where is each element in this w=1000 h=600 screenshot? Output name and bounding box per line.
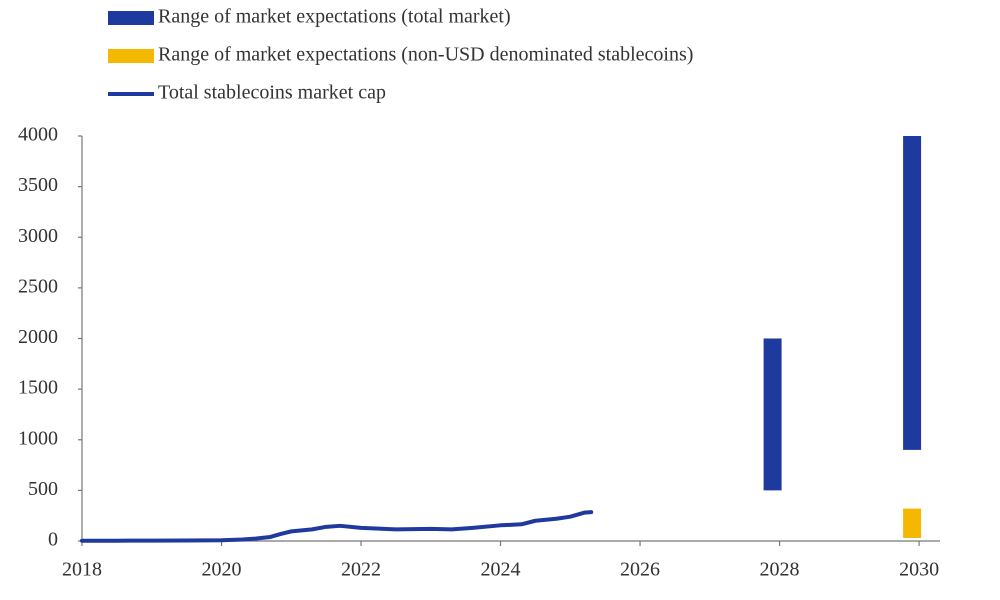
y-tick-label: 2500 (18, 275, 58, 297)
y-tick-label: 3500 (18, 174, 58, 196)
line (80, 510, 594, 543)
x-tick-label: 2028 (760, 559, 800, 581)
legend-label: Range of market expectations (total mark… (158, 6, 511, 28)
y-tick-label: 3000 (18, 225, 58, 247)
x-tick-label: 2026 (620, 559, 660, 581)
x-tick-label: 2024 (481, 559, 521, 581)
y-tick-label: 1000 (18, 427, 58, 449)
x-tick-label: 2022 (341, 559, 381, 581)
range-bar (903, 136, 922, 450)
y-tick-label: 500 (28, 478, 58, 500)
range-bar (903, 508, 922, 538)
y-tick-label: 0 (48, 529, 58, 551)
y-tick-label: 1500 (18, 377, 58, 399)
legend-swatch (108, 49, 154, 63)
legend-label: Range of market expectations (non-USD de… (158, 44, 693, 66)
range-bar (763, 338, 782, 491)
y-tick-label: 4000 (18, 124, 58, 146)
y-tick-label: 2000 (18, 326, 58, 348)
legend-swatch (108, 11, 154, 25)
x-tick-label: 2018 (62, 559, 102, 581)
x-tick-label: 2020 (202, 559, 242, 581)
x-tick-label: 2030 (899, 559, 939, 581)
legend-label: Total stablecoins market cap (158, 82, 386, 104)
